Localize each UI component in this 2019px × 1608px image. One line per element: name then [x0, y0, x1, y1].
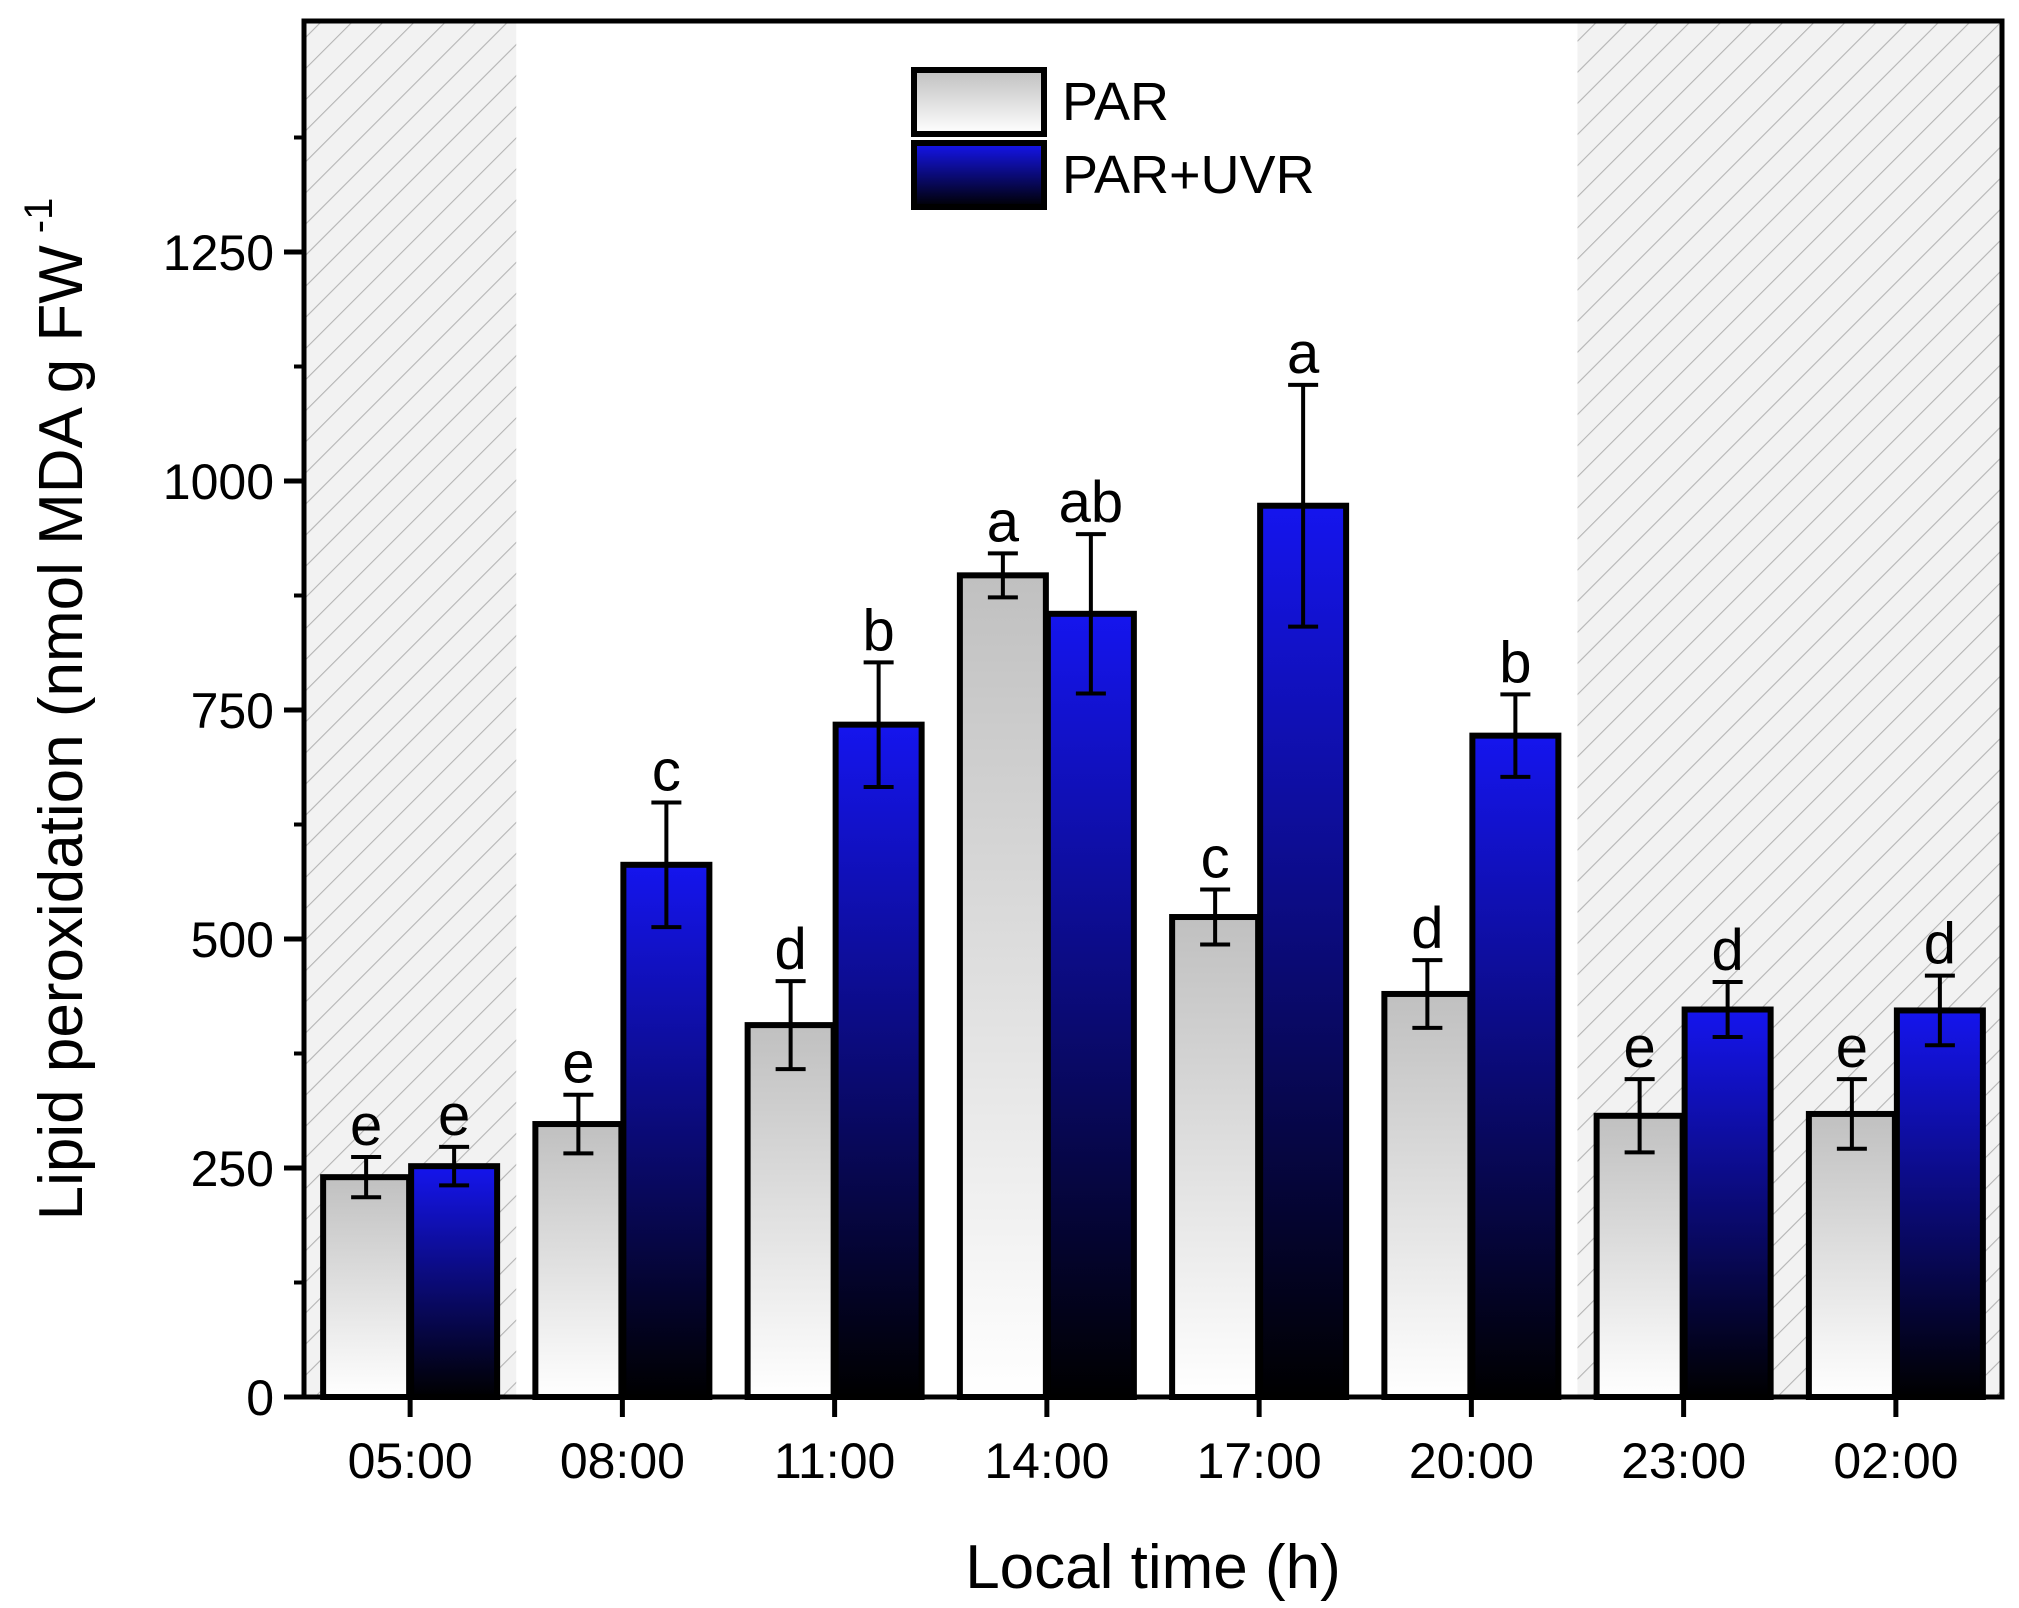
bar-par-uvr-08:00: [620, 861, 713, 1400]
error-bar-par-uvr-17:00: [1288, 382, 1319, 629]
bar-par-uvr-23:00: [1681, 1006, 1774, 1400]
x-tick-label-20:00: 20:00: [1409, 1433, 1534, 1489]
bar-par-02:00: [1805, 1110, 1898, 1401]
sig-label-par-uvr-05:00: e: [438, 1083, 470, 1148]
error-bar-par-14:00: [987, 551, 1018, 600]
error-bars: [351, 382, 1955, 1200]
bar-par-20:00: [1381, 990, 1474, 1401]
sig-label-par-14:00: a: [987, 489, 1020, 554]
error-bar-par-uvr-08:00: [651, 800, 682, 930]
bar-par-uvr-05:00: [408, 1163, 501, 1400]
x-tick-label-02:00: 02:00: [1833, 1433, 1958, 1489]
y-axis-title-main: Lipid peroxidation (nmol MDA g FW: [27, 245, 96, 1221]
sig-label-par-17:00: c: [1201, 826, 1230, 891]
error-bar-par-20:00: [1412, 958, 1443, 1030]
sig-label-par-02:00: e: [1836, 1015, 1868, 1080]
sig-label-par-uvr-17:00: a: [1287, 321, 1320, 386]
sig-label-par-20:00: d: [1411, 896, 1443, 961]
legend: PAR PAR+UVR: [911, 67, 1315, 210]
bar-par-uvr-02:00: [1893, 1007, 1986, 1400]
bar-par-uvr-20:00: [1469, 732, 1562, 1400]
error-bar-par-uvr-23:00: [1712, 980, 1743, 1040]
x-axis-title: Local time (h): [965, 1533, 1341, 1602]
legend-swatch-par-uvr: [911, 140, 1047, 210]
axes: 0 250 500 750 1000 1250 05:00 08:00 11:00 14:00 17…: [163, 135, 1958, 1489]
bar-par-uvr-14:00: [1044, 610, 1137, 1400]
legend-label-par: PAR: [1062, 72, 1169, 132]
x-tick-label-23:00: 23:00: [1621, 1433, 1746, 1489]
sig-label-par-uvr-23:00: d: [1711, 918, 1743, 983]
y-tick-label-500: 500: [191, 912, 274, 968]
sig-label-par-uvr-14:00: ab: [1059, 470, 1124, 535]
y-tick-label-1000: 1000: [163, 454, 274, 510]
x-tick-label-14:00: 14:00: [984, 1433, 1109, 1489]
error-bar-par-uvr-05:00: [439, 1144, 470, 1188]
bar-par-uvr-17:00: [1257, 502, 1350, 1400]
sig-label-par-05:00: e: [350, 1093, 382, 1158]
y-tick-label-0: 0: [246, 1370, 274, 1426]
x-tick-label-08:00: 08:00: [560, 1433, 685, 1489]
error-bar-par-uvr-02:00: [1924, 973, 1955, 1048]
error-bar-par-02:00: [1836, 1077, 1867, 1151]
y-axis-title-exponent: -1: [17, 198, 61, 234]
bar-par-05:00: [320, 1174, 413, 1401]
x-tick-label-05:00: 05:00: [348, 1433, 473, 1489]
error-bar-par-08:00: [563, 1092, 594, 1156]
sig-label-par-11:00: d: [774, 917, 806, 982]
sig-label-par-uvr-08:00: c: [652, 739, 681, 804]
error-bar-par-uvr-20:00: [1500, 692, 1531, 779]
x-tick-label-11:00: 11:00: [774, 1433, 895, 1489]
error-bar-par-uvr-14:00: [1075, 532, 1106, 696]
sig-label-par-uvr-11:00: b: [862, 598, 894, 663]
bar-par-23:00: [1593, 1112, 1686, 1400]
svg-text:Lipid peroxidation (nmol MDA g: Lipid peroxidation (nmol MDA g FW -1: [17, 198, 96, 1221]
bar-par-08:00: [532, 1121, 625, 1400]
y-tick-label-1250: 1250: [163, 225, 274, 281]
sig-label-par-uvr-20:00: b: [1499, 630, 1531, 695]
error-bar-par-11:00: [775, 979, 806, 1072]
legend-swatch-par: [911, 67, 1047, 137]
error-bar-par-uvr-11:00: [863, 660, 894, 789]
y-tick-label-750: 750: [191, 683, 274, 739]
error-bar-par-17:00: [1200, 887, 1231, 947]
sig-label-par-08:00: e: [562, 1031, 594, 1096]
x-tick-label-17:00: 17:00: [1197, 1433, 1322, 1489]
bar-par-uvr-11:00: [832, 721, 925, 1400]
error-bar-par-23:00: [1624, 1077, 1655, 1155]
legend-label-par-uvr: PAR+UVR: [1062, 145, 1315, 205]
bar-par-11:00: [744, 1022, 837, 1400]
sig-label-par-uvr-02:00: d: [1924, 912, 1956, 977]
error-bar-par-05:00: [351, 1155, 382, 1200]
y-tick-label-250: 250: [191, 1141, 274, 1197]
sig-label-par-23:00: e: [1623, 1015, 1655, 1080]
bar-par-14:00: [956, 572, 1049, 1400]
bar-par-17:00: [1169, 914, 1262, 1400]
y-axis-title: Lipid peroxidation (nmol MDA g FW -1: [17, 198, 96, 1221]
